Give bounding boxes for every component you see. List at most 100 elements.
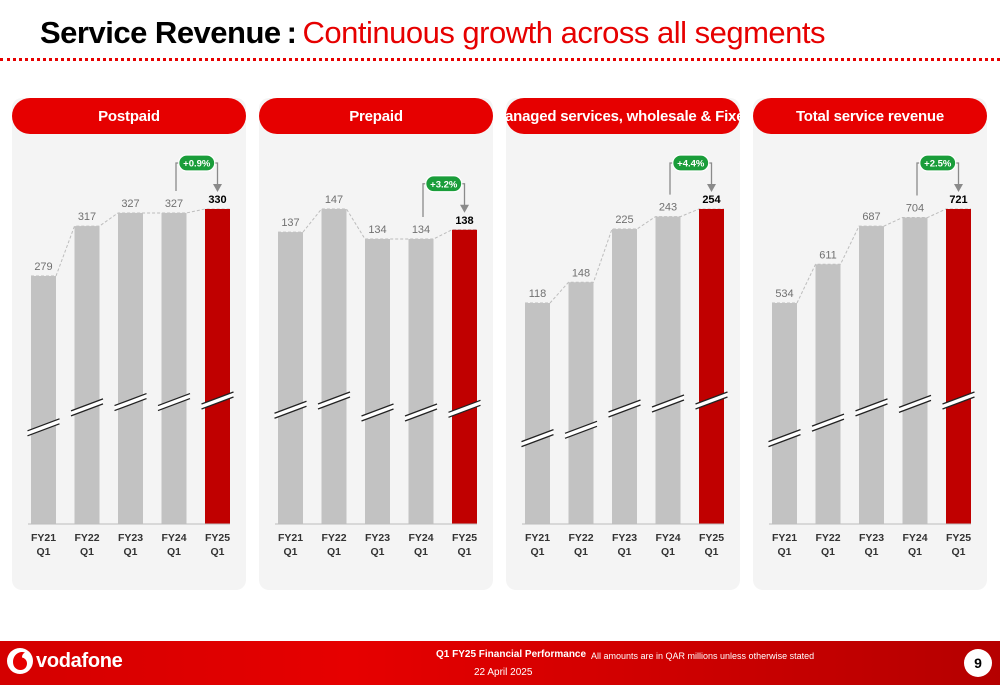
axis-break-gap <box>71 398 103 416</box>
category-label: FY22 Q1 <box>568 532 593 558</box>
category-label: FY23 Q1 <box>365 532 390 558</box>
axis-break-line <box>564 425 598 439</box>
axis-break-line <box>855 398 888 412</box>
growth-badge-label: +2.5% <box>924 159 952 170</box>
axis-break-line <box>404 403 438 417</box>
axis-break-gap <box>318 392 350 409</box>
category-label: FY24 Q1 <box>161 532 186 558</box>
panel-title-managed: Managed services, wholesale & Fixed <box>493 98 754 134</box>
data-label: 138 <box>455 215 473 227</box>
axis-break-gap <box>695 392 728 409</box>
data-label: 118 <box>529 288 547 300</box>
data-label: 611 <box>819 249 837 261</box>
chart-postpaid: 279 FY21 Q1 317 FY22 Q1 327 FY23 Q1 327 FY24 Q1 330 F… <box>27 154 234 558</box>
axis-break-line <box>361 403 394 417</box>
footer-report-title: Q1 FY25 Financial Performance <box>436 649 587 660</box>
growth-badge <box>672 154 710 172</box>
connector-line <box>31 208 230 277</box>
axis-break-line <box>317 396 351 410</box>
panel-title-postpaid: Postpaid <box>12 98 246 134</box>
axis-break-gap <box>274 401 307 419</box>
bar <box>946 209 971 524</box>
category-label: FY21 Q1 <box>278 532 303 558</box>
bar <box>31 276 56 524</box>
footer-note: All amounts are in QAR millions unless o… <box>591 651 815 661</box>
axis-break-line <box>27 418 60 432</box>
data-label: 327 <box>165 198 183 210</box>
bar <box>205 209 230 524</box>
bar <box>772 303 797 524</box>
data-label: 225 <box>615 214 633 226</box>
panel-postpaid: 279 FY21 Q1 317 FY22 Q1 327 FY23 Q1 327 FY24 Q1 330 F… <box>12 98 246 590</box>
growth-badge <box>178 154 216 172</box>
axis-break-line <box>811 418 845 432</box>
axis-break-line <box>404 408 438 422</box>
data-label: 243 <box>659 202 677 214</box>
axis-break-line <box>201 396 234 410</box>
axis-break-line <box>114 392 147 407</box>
axis-break-line <box>855 403 888 417</box>
growth-arrow-icon <box>460 204 469 213</box>
axis-break-gap <box>361 404 394 421</box>
bar <box>902 217 928 524</box>
axis-break-line <box>361 408 394 422</box>
axis-break-gap <box>855 398 888 416</box>
category-label: FY23 Q1 <box>118 532 143 558</box>
growth-badge <box>425 175 463 193</box>
category-label: FY24 Q1 <box>408 532 433 558</box>
growth-arrow-icon <box>213 184 222 192</box>
axis-break-line <box>114 397 147 412</box>
axis-break-line <box>27 423 60 437</box>
title-main: Service Revenue <box>40 15 281 50</box>
data-label: 534 <box>775 288 793 300</box>
growth-badge <box>919 154 957 172</box>
data-label: 327 <box>121 198 139 210</box>
data-label: 254 <box>702 194 721 206</box>
footer-date: 22 April 2025 <box>474 667 533 678</box>
dotted-divider <box>0 58 1000 61</box>
category-label: FY22 Q1 <box>74 532 99 558</box>
category-label: FY25 Q1 <box>205 532 230 558</box>
panel-title-total: Total service revenue <box>753 98 987 134</box>
category-label: FY25 Q1 <box>946 532 971 558</box>
data-label: 134 <box>368 224 386 236</box>
bar <box>699 209 724 524</box>
growth-badge-label: +0.9% <box>183 159 211 170</box>
category-label: FY22 Q1 <box>321 532 346 558</box>
growth-arrow-icon <box>954 184 963 192</box>
data-label: 704 <box>906 203 924 215</box>
chart-prepaid: 137 FY21 Q1 147 FY22 Q1 134 FY23 Q1 134 FY24 Q1 138 F… <box>274 175 481 558</box>
bar <box>655 216 681 524</box>
data-label: 279 <box>34 261 52 273</box>
title-subtitle: Continuous growth across all segments <box>302 15 826 50</box>
category-label: FY21 Q1 <box>31 532 56 558</box>
bar <box>859 226 884 524</box>
page-number: 9 <box>964 649 992 677</box>
axis-break-line <box>274 405 307 419</box>
growth-arrow-icon <box>707 184 716 192</box>
axis-break-gap <box>201 392 234 409</box>
bar <box>815 264 841 524</box>
axis-break-line <box>564 420 598 434</box>
axis-break-line <box>942 391 975 405</box>
axis-break-gap <box>608 400 641 418</box>
axis-break-line <box>274 400 307 414</box>
vodafone-logo-icon <box>7 648 33 674</box>
axis-break-gap <box>448 400 481 418</box>
axis-break-gap <box>899 395 931 413</box>
bar <box>161 212 187 525</box>
axis-break-gap <box>942 392 975 409</box>
axis-break-line <box>448 404 481 418</box>
data-label: 317 <box>78 211 96 223</box>
data-label: 330 <box>208 194 226 206</box>
chart-total: 534 FY21 Q1 611 FY22 Q1 687 FY23 Q1 704 FY24 Q1 721 F… <box>768 154 975 558</box>
axis-break-line <box>608 404 641 418</box>
axis-break-gap <box>405 404 437 421</box>
axis-break-line <box>942 396 975 410</box>
bar <box>408 239 434 524</box>
axis-break-gap <box>565 421 597 439</box>
bar <box>612 229 637 524</box>
footer-bar: vodafone Q1 FY25 Financial Performance 2… <box>0 641 1000 685</box>
axis-break-line <box>768 433 801 448</box>
bar <box>321 209 347 524</box>
